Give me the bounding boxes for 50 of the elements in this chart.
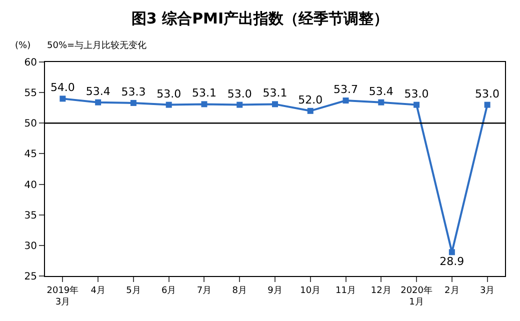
y-tick-label: 55 [24,88,37,100]
point [448,249,455,256]
point [378,99,384,106]
y-tick-label: 45 [24,149,37,160]
point [95,99,102,106]
x-tick-label: 12月 [370,286,392,296]
y-tick-label: 60 [24,58,37,68]
y-tick-label: 25 [24,272,37,282]
point [236,102,243,108]
x-tick-label: 2019年 3月 [46,284,79,308]
point [166,102,172,108]
point [272,101,278,108]
data-label: 52.0 [298,93,323,106]
point [307,108,314,114]
point [60,96,66,102]
y-tick-label: 50 [24,118,37,130]
point [414,102,420,108]
x-tick-label: 11月 [336,286,356,296]
data-label: 54.0 [50,81,75,94]
text: (%) [15,41,31,51]
x-tick-label: 9月 [268,286,282,296]
point [130,100,136,106]
data-label: 53.4 [368,84,394,98]
data-label: 28.9 [440,255,464,268]
point [342,98,349,104]
x-tick-label: 7月 [196,286,212,296]
y-tick-label: 35 [24,210,37,222]
data-label: 53.7 [334,83,358,96]
y-tick-label: 30 [24,240,37,252]
point [201,101,208,108]
data-label: 53.0 [475,87,500,100]
x-tick-label: 8月 [232,286,247,296]
data-label: 53.1 [262,86,288,100]
y-tick-label: 40 [24,180,37,191]
x-tick-label: 5月 [126,286,141,296]
point [484,102,490,108]
chart-title: 图3 综合PMI产出指数（经季节调整） [131,9,389,28]
data-label: 53.4 [86,84,110,98]
data-label: 53.0 [227,87,252,100]
data-label: 53.1 [192,86,216,100]
x-tick-label: 4月 [90,286,106,296]
x-tick-label: 10月 [300,286,321,296]
x-tick-label: 6月 [161,286,176,296]
x-tick-label: 3月 [480,286,495,296]
text: 50%=与上月比较无变化 [47,40,147,51]
data-label: 53.0 [404,87,429,100]
x-tick-label: 2020年 1月 [400,284,432,308]
x-tick-label: 2月 [444,286,460,296]
data-label: 53.0 [156,87,182,100]
data-label: 53.3 [121,85,146,98]
